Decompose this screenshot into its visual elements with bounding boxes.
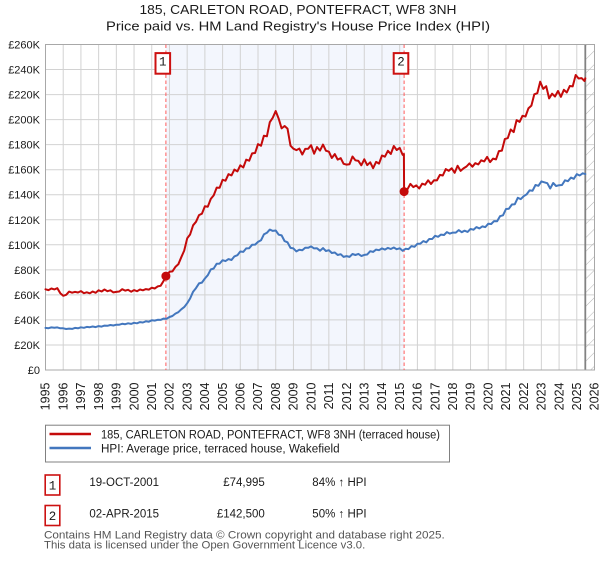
svg-text:185, CARLETON ROAD, PONTEFRACT: 185, CARLETON ROAD, PONTEFRACT, WF8 3NH …	[101, 429, 440, 441]
svg-text:£200K: £200K	[8, 115, 40, 127]
svg-text:£100K: £100K	[8, 240, 40, 252]
svg-text:2014: 2014	[375, 382, 389, 410]
svg-text:50% ↑ HPI: 50% ↑ HPI	[312, 509, 366, 521]
svg-text:£0: £0	[28, 365, 40, 377]
svg-text:1998: 1998	[92, 382, 106, 410]
svg-text:2020: 2020	[481, 382, 495, 410]
svg-text:2010: 2010	[304, 382, 318, 410]
svg-text:1995: 1995	[39, 382, 53, 410]
svg-text:£180K: £180K	[8, 140, 40, 152]
svg-text:19-OCT-2001: 19-OCT-2001	[89, 477, 159, 489]
svg-text:1: 1	[49, 480, 57, 494]
svg-text:185, CARLETON ROAD, PONTEFRACT: 185, CARLETON ROAD, PONTEFRACT, WF8 3NH	[140, 3, 457, 17]
svg-text:Price paid vs. HM Land Registr: Price paid vs. HM Land Registry's House …	[106, 20, 490, 34]
svg-text:This data is licensed under th: This data is licensed under the Open Gov…	[44, 539, 365, 551]
svg-text:£74,995: £74,995	[223, 477, 265, 489]
svg-text:2024: 2024	[552, 382, 566, 410]
svg-text:2011: 2011	[322, 382, 336, 409]
svg-text:2022: 2022	[517, 382, 531, 410]
svg-text:02-APR-2015: 02-APR-2015	[89, 509, 159, 521]
svg-text:2015: 2015	[393, 382, 407, 410]
svg-text:£160K: £160K	[8, 165, 40, 177]
svg-text:1997: 1997	[74, 382, 88, 410]
svg-text:84% ↑ HPI: 84% ↑ HPI	[312, 477, 366, 489]
svg-text:2009: 2009	[287, 382, 301, 410]
svg-text:2005: 2005	[216, 382, 230, 410]
svg-text:2012: 2012	[340, 382, 354, 410]
svg-text:HPI: Average price, terraced h: HPI: Average price, terraced house, Wake…	[101, 443, 340, 455]
svg-text:2013: 2013	[357, 382, 371, 410]
svg-text:2017: 2017	[428, 382, 442, 410]
svg-text:2000: 2000	[127, 382, 141, 410]
svg-text:£20K: £20K	[14, 340, 40, 352]
svg-text:2019: 2019	[464, 382, 478, 410]
svg-text:1999: 1999	[110, 382, 124, 410]
svg-text:£260K: £260K	[8, 40, 40, 52]
svg-text:2025: 2025	[570, 382, 584, 410]
svg-text:2001: 2001	[145, 382, 159, 410]
svg-text:£60K: £60K	[14, 290, 40, 302]
svg-text:Contains HM Land Registry data: Contains HM Land Registry data © Crown c…	[44, 529, 445, 541]
svg-text:2: 2	[397, 56, 405, 70]
svg-text:2: 2	[49, 510, 57, 524]
svg-text:£80K: £80K	[14, 265, 40, 277]
svg-text:1: 1	[159, 56, 167, 70]
svg-text:2016: 2016	[411, 382, 425, 410]
svg-text:£140K: £140K	[8, 190, 40, 202]
svg-text:£220K: £220K	[8, 90, 40, 102]
svg-text:£120K: £120K	[8, 215, 40, 227]
svg-text:2002: 2002	[163, 382, 177, 410]
svg-text:1996: 1996	[56, 382, 70, 410]
svg-text:2004: 2004	[198, 382, 212, 410]
svg-text:2003: 2003	[180, 382, 194, 410]
svg-text:2008: 2008	[269, 382, 283, 410]
svg-text:2007: 2007	[251, 382, 265, 410]
svg-text:2021: 2021	[499, 382, 513, 410]
svg-text:£40K: £40K	[14, 315, 40, 327]
svg-text:£240K: £240K	[8, 65, 40, 77]
svg-text:2006: 2006	[234, 382, 248, 410]
svg-text:2018: 2018	[446, 382, 460, 410]
svg-text:2026: 2026	[588, 382, 600, 410]
svg-text:£142,500: £142,500	[217, 509, 265, 521]
svg-text:2023: 2023	[535, 382, 549, 410]
